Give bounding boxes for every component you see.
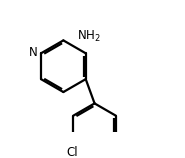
Text: Cl: Cl: [66, 146, 78, 158]
Text: N: N: [29, 46, 38, 59]
Text: NH$_2$: NH$_2$: [77, 29, 101, 44]
